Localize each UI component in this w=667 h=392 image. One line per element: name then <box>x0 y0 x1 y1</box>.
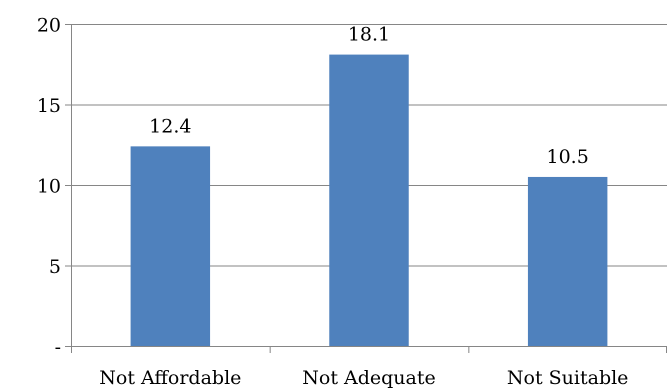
axes <box>65 24 667 353</box>
y-tick-label: 10 <box>37 176 61 198</box>
x-tick-label: Not Adequate <box>302 367 435 389</box>
y-tick-label: 20 <box>37 15 61 37</box>
x-tick-label: Not Suitable <box>507 367 629 389</box>
data-label: 18.1 <box>348 24 390 46</box>
bar <box>329 54 409 347</box>
y-tick-label: 5 <box>49 256 61 278</box>
bar <box>527 176 608 346</box>
data-label: 12.4 <box>149 115 191 137</box>
y-tick-label: - <box>55 337 61 359</box>
bar <box>130 146 211 346</box>
data-label: 10.5 <box>547 146 589 168</box>
y-tick-label: 15 <box>37 95 61 117</box>
labels: - 5 10 15 20 12.4 Not Affordable 18.1 Not Adequa… <box>37 15 629 390</box>
bars <box>130 54 608 347</box>
x-tick-label: Not Affordable <box>99 367 241 389</box>
